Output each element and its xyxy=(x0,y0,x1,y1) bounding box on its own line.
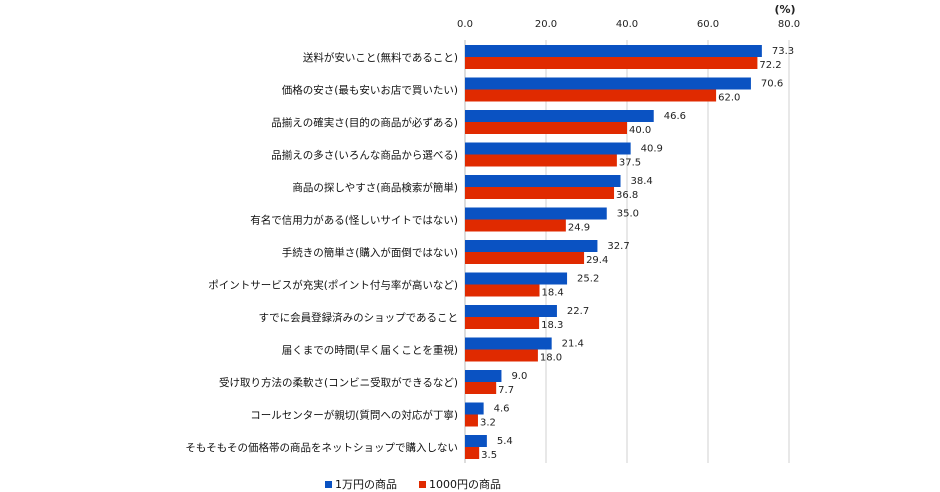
tick-label: 0.0 xyxy=(457,19,473,30)
data-label: 3.2 xyxy=(480,418,496,429)
data-label: 36.8 xyxy=(616,190,638,201)
data-label: 38.4 xyxy=(631,176,653,187)
data-label: 46.6 xyxy=(664,111,686,122)
category-label: そもそもその価格帯の商品をネットショップで購入しない xyxy=(185,441,458,454)
bar-10000yen xyxy=(465,402,484,415)
bar-10000yen xyxy=(465,175,621,187)
bar-1000yen xyxy=(465,187,615,199)
bar-10000yen xyxy=(465,370,502,382)
category-label: 品揃えの確実さ(目的の商品が必ずある) xyxy=(271,116,458,129)
bar-10000yen xyxy=(465,305,557,317)
category-label: コールセンターが親切(質問への対応が丁寧) xyxy=(250,409,458,422)
category-label: 有名で信用力がある(怪しいサイトではない) xyxy=(250,214,458,227)
bar-10000yen xyxy=(465,110,654,122)
data-label: 29.4 xyxy=(586,255,608,266)
bar-1000yen xyxy=(465,414,478,427)
legend-item-2: 1000円の商品 xyxy=(419,476,501,492)
bar-1000yen xyxy=(465,349,538,362)
legend-label: 1000円の商品 xyxy=(429,478,501,491)
data-label: 4.6 xyxy=(494,404,510,415)
bar-10000yen xyxy=(465,142,631,155)
unit-label: (%) xyxy=(774,3,795,16)
category-label: 届くまでの時間(早く届くことを重視) xyxy=(282,344,458,357)
data-label: 18.0 xyxy=(540,353,562,364)
data-label: 25.2 xyxy=(577,274,599,285)
category-label: ポイントサービスが充実(ポイント付与率が高いなど) xyxy=(208,279,458,292)
data-label: 70.6 xyxy=(761,79,783,90)
category-label: 手続きの簡単さ(購入が面倒ではない) xyxy=(282,246,458,259)
category-label: 商品の探しやすさ(商品検索が簡単) xyxy=(292,181,458,194)
data-label: 73.3 xyxy=(772,46,794,57)
data-label: 24.9 xyxy=(568,223,590,234)
data-label: 18.3 xyxy=(541,320,563,331)
data-label: 72.2 xyxy=(759,60,781,71)
bar-10000yen xyxy=(465,45,762,57)
legend-swatch xyxy=(419,481,426,488)
bar-1000yen xyxy=(465,154,617,167)
tick-label: 60.0 xyxy=(697,19,719,30)
data-label: 32.7 xyxy=(607,241,629,252)
data-label: 35.0 xyxy=(617,209,639,220)
data-label: 22.7 xyxy=(567,306,589,317)
category-label: 価格の安さ(最も安いお店で買いたい) xyxy=(282,84,458,97)
category-label: 受け取り方法の柔軟さ(コンビニ受取ができるなど) xyxy=(219,376,458,389)
bar-10000yen xyxy=(465,272,568,285)
data-label: 37.5 xyxy=(619,158,641,169)
data-label: 9.0 xyxy=(511,371,527,382)
bar-1000yen xyxy=(465,122,627,134)
bar-1000yen xyxy=(465,219,566,232)
bar-1000yen xyxy=(465,317,540,329)
bar-10000yen xyxy=(465,337,552,350)
tick-label: 40.0 xyxy=(616,19,638,30)
legend-label: 1万円の商品 xyxy=(335,478,397,491)
bar-10000yen xyxy=(465,77,751,90)
tick-label: 80.0 xyxy=(778,19,800,30)
bar-10000yen xyxy=(465,207,607,220)
legend-swatch xyxy=(325,481,332,488)
data-label: 40.0 xyxy=(629,125,651,136)
bar-1000yen xyxy=(465,57,758,69)
bar-1000yen xyxy=(465,89,717,102)
data-label: 18.4 xyxy=(542,288,564,299)
bar-10000yen xyxy=(465,240,598,252)
bar-1000yen xyxy=(465,252,585,264)
legend-item-1: 1万円の商品 xyxy=(325,476,397,492)
legend: 1万円の商品 1000円の商品 xyxy=(325,476,501,492)
category-label: 品揃えの多さ(いろんな商品から選べる) xyxy=(271,149,458,162)
data-label: 7.7 xyxy=(498,385,514,396)
data-label: 40.9 xyxy=(641,144,663,155)
bar-1000yen xyxy=(465,284,540,297)
data-label: 5.4 xyxy=(497,436,513,447)
bar-1000yen xyxy=(465,447,480,459)
category-label: すでに会員登録済みのショップであること xyxy=(259,311,459,324)
data-label: 3.5 xyxy=(481,450,497,461)
bar-10000yen xyxy=(465,435,487,447)
data-label: 62.0 xyxy=(718,93,740,104)
data-label: 21.4 xyxy=(562,339,584,350)
tick-label: 20.0 xyxy=(535,19,557,30)
category-label: 送料が安いこと(無料であること) xyxy=(303,51,458,64)
bar-1000yen xyxy=(465,382,497,394)
